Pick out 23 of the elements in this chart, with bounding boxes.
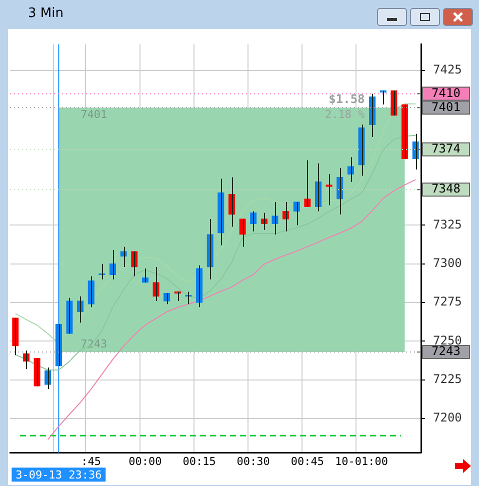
x-tick-label: 10-01:00: [335, 455, 388, 468]
ref-line-label: 7401: [432, 100, 460, 114]
candlestick: [174, 291, 181, 302]
x-tick-label: :45: [81, 455, 102, 468]
chart-title: 3 Min: [28, 6, 64, 21]
y-tick-label: 7225: [433, 372, 462, 386]
annotation: 7243: [80, 337, 108, 350]
y-tick-label: 7275: [433, 294, 462, 309]
annotation: $1.58: [328, 92, 365, 106]
annotation: 7401: [80, 108, 108, 121]
candlestick: [120, 246, 127, 268]
ref-line-label: 7410: [432, 86, 460, 100]
y-tick-label: 7300: [433, 256, 462, 270]
x-tick-label: 00:15: [182, 455, 216, 468]
x-tick-label: 00:45: [290, 455, 324, 468]
y-tick-label: 7325: [433, 217, 462, 232]
y-tick-label: 7425: [433, 62, 462, 77]
ref-line-label: 7374: [432, 142, 460, 156]
x-tick-label: 00:00: [128, 455, 162, 468]
y-tick-label: 7200: [433, 410, 462, 425]
ref-line-label: 7348: [432, 182, 460, 196]
x-tick-label: 00:30: [236, 455, 270, 468]
x-tick-label: 3-09-13 23:36: [16, 468, 102, 482]
